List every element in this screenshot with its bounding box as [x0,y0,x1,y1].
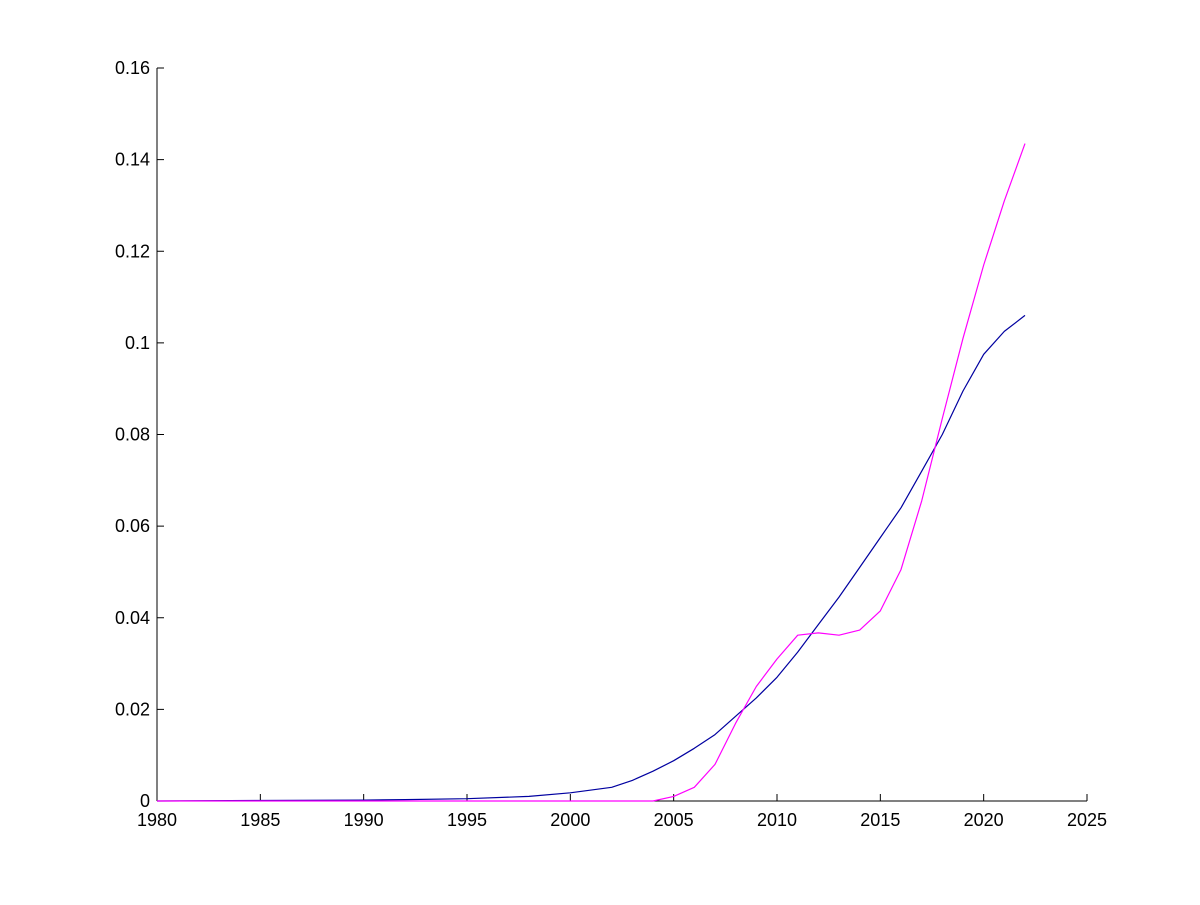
series-line-1 [156,314,1026,802]
x-tick-label: 2000 [550,810,590,830]
x-tick-label: 1990 [344,810,384,830]
x-tick-label: 2020 [964,810,1004,830]
x-tick-label: 1995 [447,810,487,830]
x-tick-label: 2015 [860,810,900,830]
x-tick-label: 1980 [137,810,177,830]
y-tick-label: 0.04 [115,608,150,628]
x-tick-label: 2010 [757,810,797,830]
x-tick-label: 2025 [1067,810,1107,830]
x-tick-label: 1985 [240,810,280,830]
series-lines [156,143,1026,802]
y-tick-label: 0 [140,791,150,811]
y-tick-label: 0.06 [115,516,150,536]
y-tick-label: 0.16 [115,58,150,78]
y-tick-label: 0.12 [115,241,150,261]
x-tick-label: 2005 [654,810,694,830]
y-tick-label: 0.14 [115,150,150,170]
y-tick-label: 0.08 [115,425,150,445]
axes [156,67,1088,802]
series-line-2 [157,143,1026,802]
y-tick-label: 0.02 [115,699,150,719]
tick-labels: 1980 1985 1990 1995 2000 2005 2010 2015 2020 2025… [115,58,1107,830]
y-tick-label: 0.1 [125,333,150,353]
